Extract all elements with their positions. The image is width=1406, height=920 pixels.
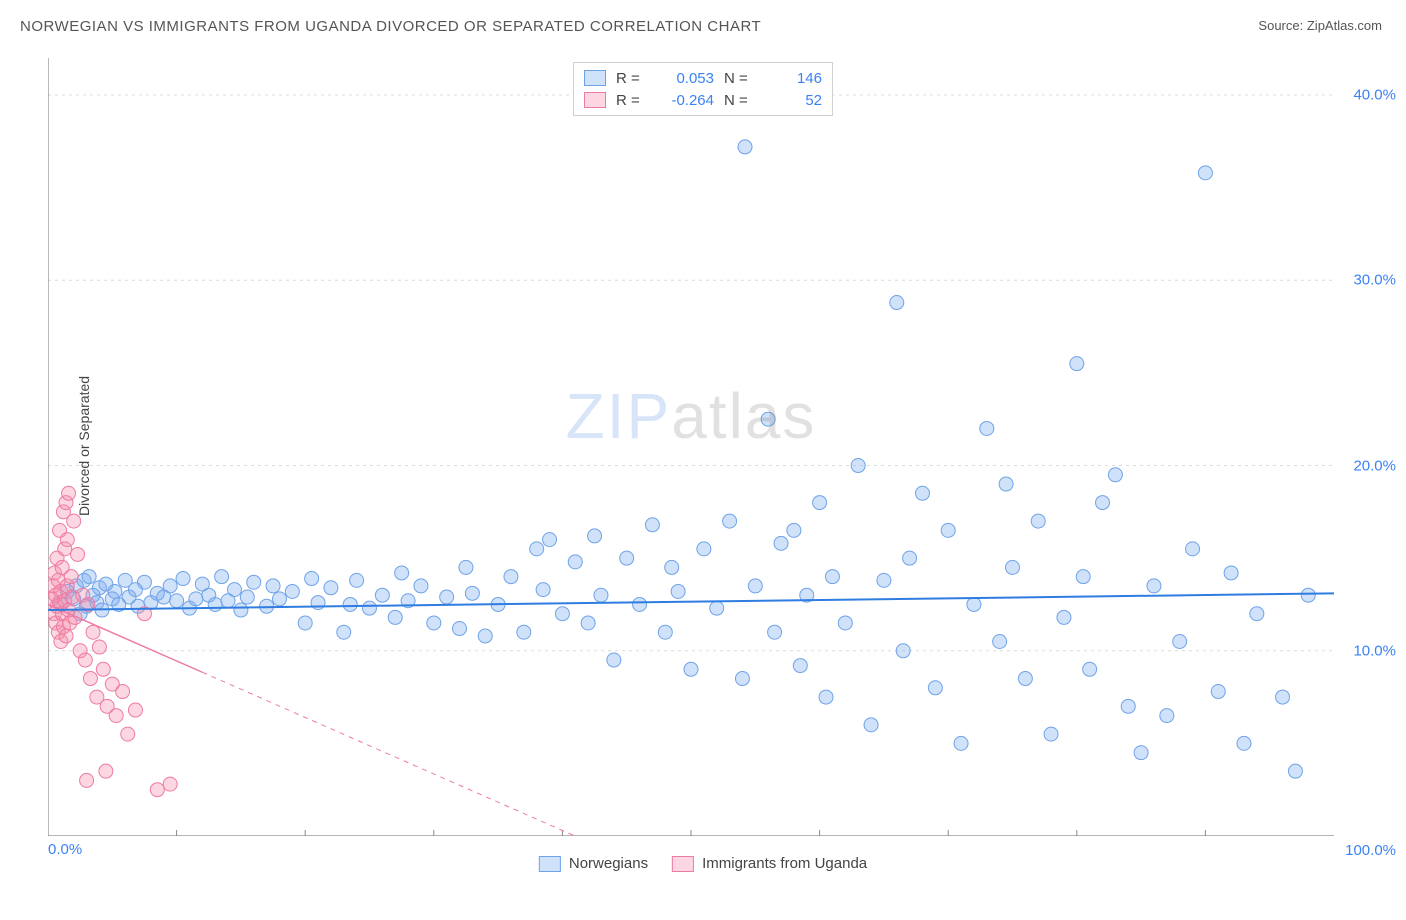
n-value: 52 xyxy=(764,92,822,109)
r-label: R = xyxy=(616,92,646,109)
swatch-uganda xyxy=(672,856,694,872)
y-tick-label: 30.0% xyxy=(1353,272,1396,289)
swatch-norwegians xyxy=(539,856,561,872)
swatch-norwegians xyxy=(584,70,606,86)
plot-area: ZIPatlas xyxy=(48,58,1334,836)
legend-label: Immigrants from Uganda xyxy=(702,855,867,872)
x-tick-label-left: 0.0% xyxy=(48,841,82,858)
legend-item-norwegians: Norwegians xyxy=(539,855,648,872)
y-tick-label: 10.0% xyxy=(1353,642,1396,659)
n-label: N = xyxy=(724,70,754,87)
scatter-plot xyxy=(48,58,1334,836)
source-attribution: Source: ZipAtlas.com xyxy=(1258,18,1382,33)
x-tick-label-right: 100.0% xyxy=(1345,842,1396,920)
n-label: N = xyxy=(724,92,754,109)
correlation-legend: R = 0.053 N = 146 R = -0.264 N = 52 xyxy=(573,62,833,116)
r-value: -0.264 xyxy=(656,92,714,109)
r-label: R = xyxy=(616,70,646,87)
r-value: 0.053 xyxy=(656,70,714,87)
source-label: Source: xyxy=(1258,18,1303,33)
source-name: ZipAtlas.com xyxy=(1307,18,1382,33)
legend-row-uganda: R = -0.264 N = 52 xyxy=(584,89,822,111)
legend-row-norwegians: R = 0.053 N = 146 xyxy=(584,67,822,89)
swatch-uganda xyxy=(584,92,606,108)
chart-title: NORWEGIAN VS IMMIGRANTS FROM UGANDA DIVO… xyxy=(20,18,761,35)
legend-label: Norwegians xyxy=(569,855,648,872)
y-tick-label: 20.0% xyxy=(1353,457,1396,474)
n-value: 146 xyxy=(764,70,822,87)
legend-item-uganda: Immigrants from Uganda xyxy=(672,855,867,872)
series-legend: Norwegians Immigrants from Uganda xyxy=(539,855,867,872)
y-tick-label: 40.0% xyxy=(1353,87,1396,104)
